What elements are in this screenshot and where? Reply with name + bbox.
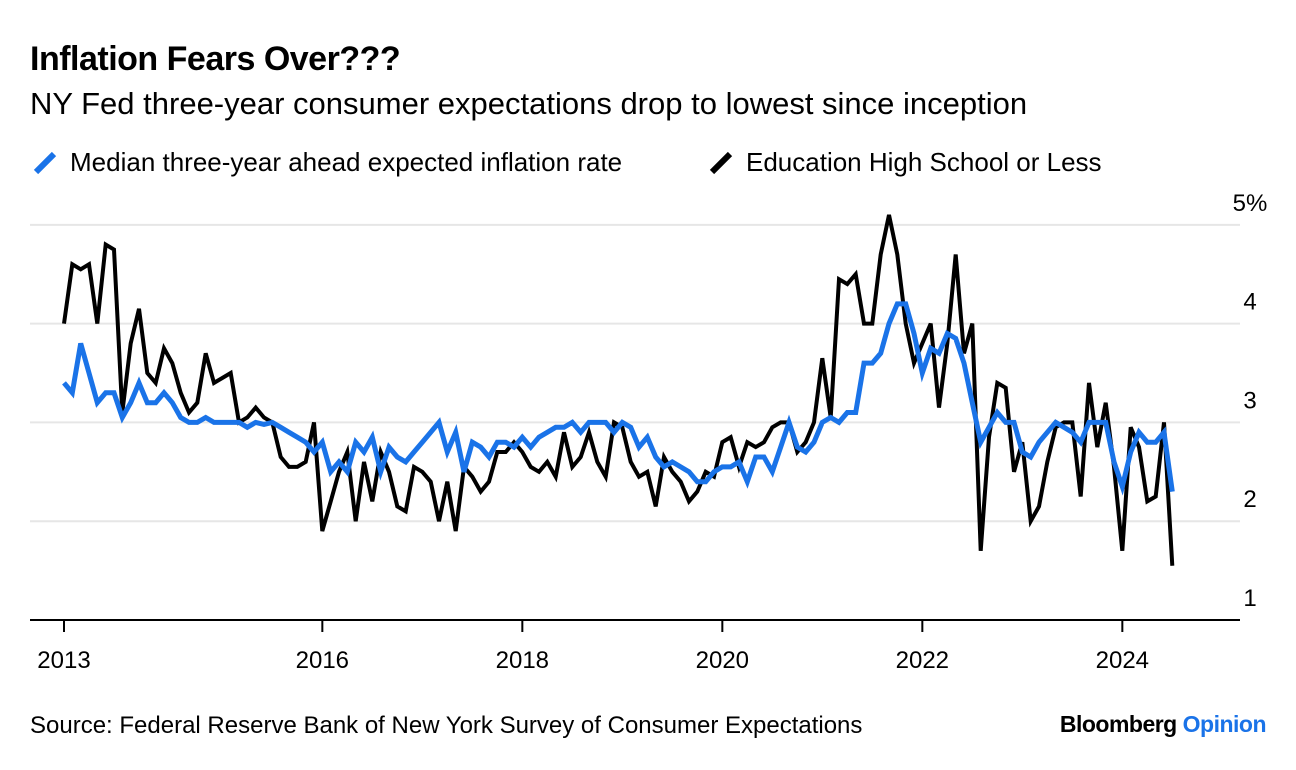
brand-logo: Bloomberg Opinion [1059, 711, 1267, 738]
chart-subtitle: NY Fed three-year consumer expectations … [30, 86, 1028, 121]
legend-item-education: Education High School or Less [706, 147, 1102, 178]
y-tick-label: 4 [1243, 289, 1256, 316]
brand-accent: Opinion [1182, 711, 1267, 737]
x-tick-label: 2024 [1096, 647, 1149, 674]
series-layer [62, 214, 1175, 566]
x-axis: 2013 2016 2018 2020 2022 2024 [30, 619, 1240, 674]
x-tick-label: 2020 [696, 647, 749, 674]
y-tick-label: 1 [1243, 585, 1256, 612]
y-tick-label: 3 [1243, 387, 1256, 414]
y-tick-label: 2 [1243, 486, 1256, 513]
brand-primary: Bloomberg [1059, 711, 1177, 737]
series-line-education [62, 214, 1175, 566]
legend-swatch-education [709, 151, 733, 174]
x-tick-label: 2018 [496, 647, 549, 674]
y-axis-labels: 5% 4 3 2 1 [1233, 190, 1268, 612]
legend-label-median: Median three-year ahead expected inflati… [70, 147, 623, 177]
source-note: Source: Federal Reserve Bank of New York… [30, 712, 863, 739]
x-tick-label: 2013 [37, 647, 90, 674]
x-tick-label: 2022 [896, 647, 949, 674]
x-tick-label: 2016 [296, 647, 349, 674]
legend-label-education: Education High School or Less [746, 147, 1102, 177]
series-line-median [62, 301, 1175, 496]
legend-swatch-median [33, 151, 57, 174]
legend-item-median: Median three-year ahead expected inflati… [30, 147, 622, 178]
chart-title: Inflation Fears Over??? [30, 40, 401, 78]
y-tick-label: 5% [1233, 190, 1268, 217]
